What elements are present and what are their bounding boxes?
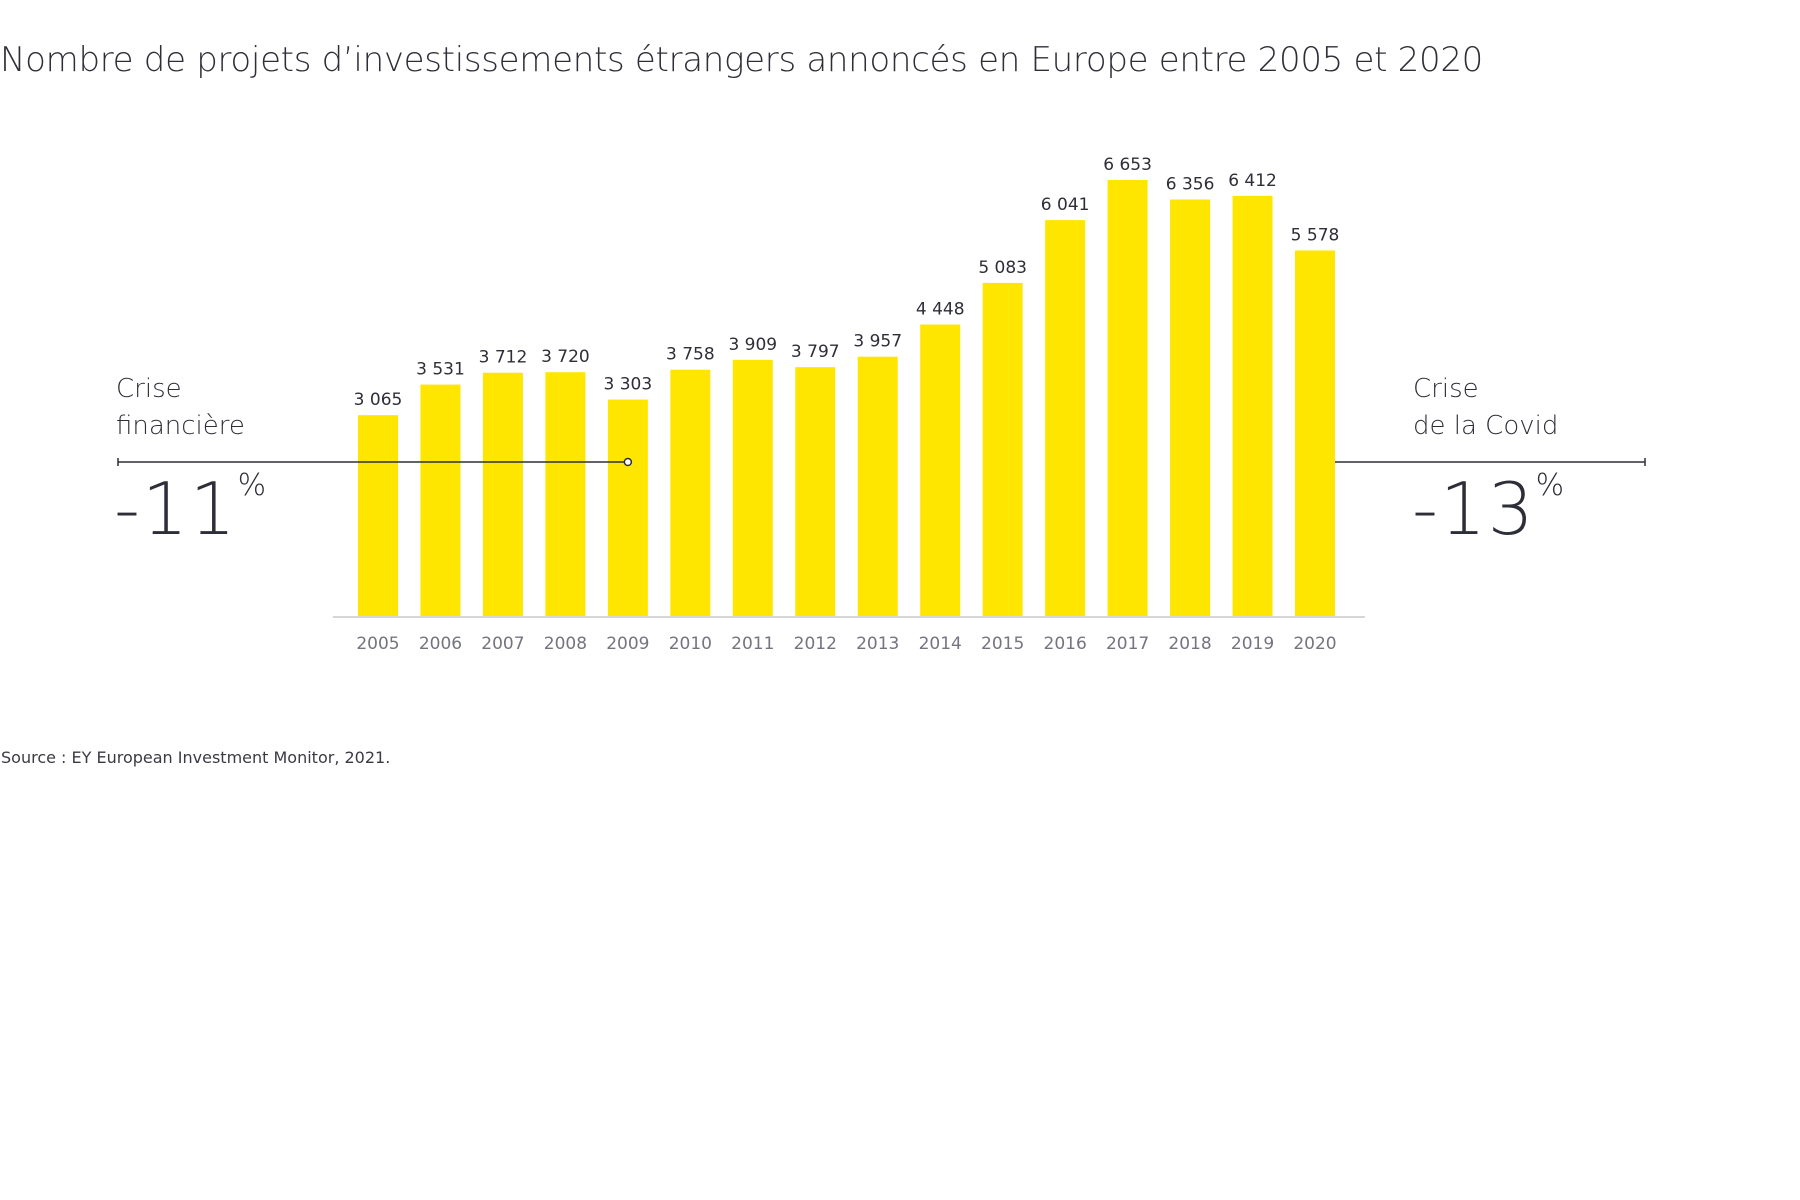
- bar-2018: [1170, 199, 1211, 617]
- annotation-lines-group: [117, 457, 1646, 467]
- x-tick-label-2019: 2019: [1231, 634, 1274, 654]
- value-label-2018: 6 356: [1166, 174, 1215, 194]
- value-label-2019: 6 412: [1228, 171, 1277, 191]
- x-tick-label-2016: 2016: [1044, 634, 1087, 654]
- annotation-financial-marker: [623, 457, 633, 467]
- x-tick-label-2017: 2017: [1106, 634, 1149, 654]
- value-label-2006: 3 531: [416, 360, 465, 380]
- value-label-2013: 3 957: [853, 332, 902, 352]
- x-tick-label-2006: 2006: [419, 634, 462, 654]
- bar-2015: [982, 282, 1023, 616]
- bar-2016: [1045, 220, 1086, 616]
- value-label-2012: 3 797: [791, 342, 840, 362]
- bar-2011: [732, 359, 773, 616]
- x-tick-label-2014: 2014: [919, 634, 962, 654]
- annotation-covid-crisis-value: -13%: [1412, 471, 1564, 546]
- x-tick-label-2009: 2009: [606, 634, 649, 654]
- bar-2013: [857, 356, 898, 616]
- value-label-2007: 3 712: [479, 348, 528, 368]
- x-tick-label-2005: 2005: [356, 634, 399, 654]
- annotation-financial-unit: %: [237, 468, 267, 503]
- annotation-covid-line2: de la Covid: [1413, 411, 1559, 441]
- value-labels-group: 3 065 3 531 3 712 3 720 3 303 3 758 3 909 3 797…: [354, 155, 1340, 410]
- annotation-financial-crisis-label: Crise financière: [116, 371, 245, 445]
- bar-2006: [420, 384, 461, 616]
- annotation-financial-line2: financière: [116, 411, 245, 441]
- annotation-financial-number: -11: [114, 467, 238, 551]
- annotation-covid-unit: %: [1535, 468, 1565, 503]
- annotation-financial-line1: Crise: [116, 374, 182, 404]
- value-label-2015: 5 083: [978, 258, 1027, 278]
- x-tick-label-2020: 2020: [1293, 634, 1336, 654]
- x-tick-label-2008: 2008: [544, 634, 587, 654]
- x-tick-label-2013: 2013: [856, 634, 899, 654]
- value-label-2014: 4 448: [916, 300, 965, 320]
- bar-2005: [358, 415, 398, 616]
- value-label-2009: 3 303: [604, 375, 653, 395]
- annotation-covid-crisis-label: Crise de la Covid: [1413, 371, 1558, 445]
- bar-2012: [795, 367, 836, 616]
- bar-2014: [920, 324, 961, 616]
- value-label-2008: 3 720: [541, 347, 590, 367]
- bar-2020: [1295, 250, 1335, 617]
- x-tick-label-2018: 2018: [1168, 634, 1211, 654]
- x-tick-label-2012: 2012: [794, 634, 837, 654]
- annotation-covid-number: -13: [1412, 467, 1536, 551]
- value-label-2020: 5 578: [1291, 225, 1340, 245]
- x-tick-label-2007: 2007: [481, 634, 524, 654]
- bar-2019: [1232, 195, 1273, 617]
- chart-title: Nombre de projets d’investissements étra…: [0, 40, 1484, 80]
- value-label-2005: 3 065: [354, 390, 403, 410]
- annotation-financial-crisis-value: -11%: [114, 471, 266, 546]
- value-label-2017: 6 653: [1103, 155, 1152, 175]
- annotation-covid-line1: Crise: [1413, 374, 1479, 404]
- bar-2009: [607, 399, 648, 616]
- source-note: Source : EY European Investment Monitor,…: [1, 748, 391, 767]
- bar-2008: [545, 372, 586, 616]
- value-label-2011: 3 909: [728, 335, 777, 355]
- bar-2010: [670, 369, 711, 616]
- bars-group: [358, 180, 1335, 617]
- x-tick-label-2010: 2010: [669, 634, 712, 654]
- value-label-2016: 6 041: [1041, 195, 1090, 215]
- value-label-2010: 3 758: [666, 345, 715, 365]
- x-tick-label-2011: 2011: [731, 634, 774, 654]
- x-tick-label-2015: 2015: [981, 634, 1024, 654]
- bar-2007: [482, 372, 523, 616]
- bar-2017: [1107, 180, 1148, 616]
- x-tick-labels-group: 2005 2006 2007 2008 2009 2010 2011 2012 2013 2014…: [356, 634, 1336, 654]
